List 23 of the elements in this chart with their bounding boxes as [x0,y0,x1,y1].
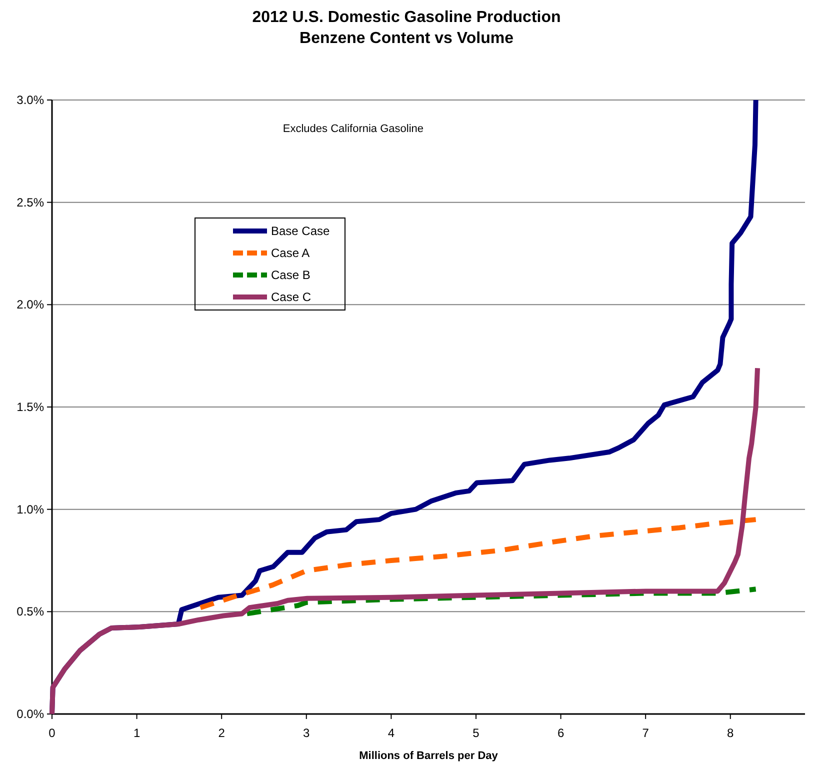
x-tick-label: 8 [727,726,734,740]
x-tick-label: 2 [218,726,226,740]
legend-label: Case C [271,290,312,304]
x-tick-label: 4 [388,726,395,740]
annotation: Excludes California Gasoline [282,123,424,135]
y-tick-label: 2.0% [16,298,44,312]
chart-title: 2012 U.S. Domestic Gasoline Production Benzene Content vs Volume [252,9,561,47]
y-tick-label: 1.0% [16,502,44,516]
x-tick-label: 6 [557,726,564,740]
legend-label: Case A [271,246,310,260]
legend-label: Base Case [271,224,330,238]
y-tick-label: 1.5% [16,400,44,414]
y-tick-label: 0.5% [16,604,44,619]
x-axis-title: Millions of Barrels per Day [359,750,499,762]
y-tick-label: 3.0% [16,93,44,107]
x-tick-label: 1 [133,726,140,740]
legend-label: Case B [271,268,310,282]
y-tick-label: 0.0% [16,707,44,721]
x-tick-label: 3 [303,726,310,740]
x-tick-label: 5 [472,726,480,740]
x-tick-label: 7 [642,726,650,740]
y-tick-label: 2.5% [16,195,44,210]
x-tick-label: 0 [48,726,56,740]
